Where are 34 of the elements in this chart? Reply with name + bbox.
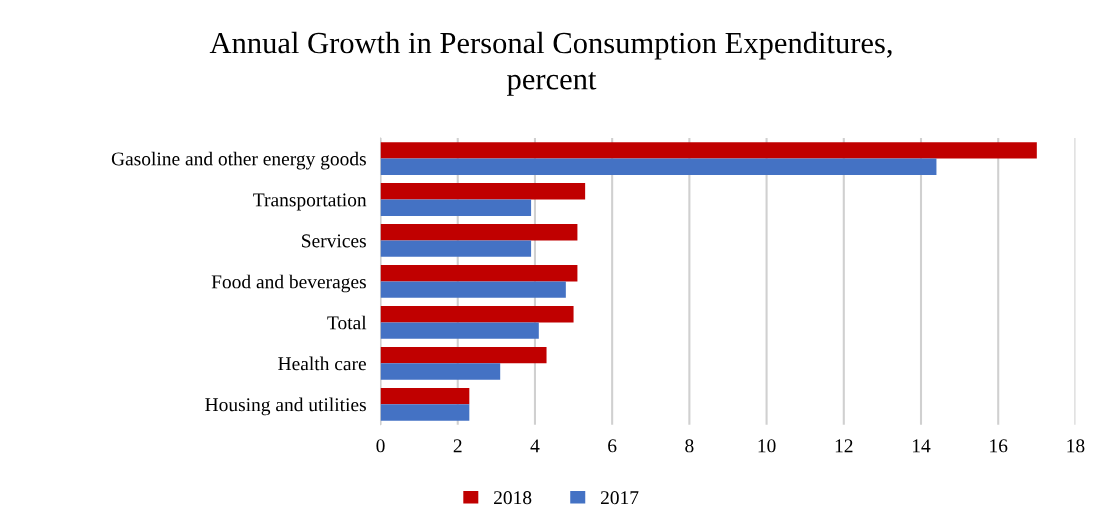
x-tick-label: 18: [1067, 439, 1085, 453]
y-tick-label: Services: [302, 234, 366, 248]
bar: [380, 265, 578, 282]
x-tick-label: 12: [835, 439, 853, 453]
bar: [380, 240, 532, 257]
bar: [380, 142, 1037, 159]
bar: [380, 281, 566, 298]
bar: [380, 183, 586, 200]
y-tick-label: Health care: [278, 356, 366, 371]
x-tick-label: 2: [453, 439, 462, 453]
y-tick-label: Gasoline and other energy goods: [111, 151, 366, 170]
bar: [380, 158, 937, 175]
bar: [380, 404, 470, 421]
bar: [380, 199, 532, 216]
bar: [380, 224, 578, 241]
y-tick-label: Housing and utilities: [205, 397, 366, 416]
bar: [380, 363, 501, 380]
x-tick-label: 0: [376, 439, 385, 453]
bar: [380, 306, 574, 323]
y-tick-label: Total: [327, 315, 367, 330]
y-tick-label: Food and beverages: [211, 274, 366, 293]
x-tick-label: 14: [912, 439, 931, 453]
x-tick-label: 16: [990, 439, 1008, 453]
x-tick-label: 4: [530, 439, 540, 453]
chart-title: Annual Growth in Personal Consumption Expenditures, percent: [209, 31, 892, 96]
bar: [380, 322, 539, 339]
x-tick-label: 10: [758, 439, 776, 453]
x-tick-label: 8: [685, 439, 694, 453]
legend-label: 2017: [600, 491, 639, 505]
legend-label: 2018: [494, 491, 532, 505]
bar: [380, 387, 470, 405]
bar: [380, 346, 547, 364]
y-tick-label: Transportation: [253, 193, 367, 211]
x-tick-label: 6: [608, 439, 617, 453]
